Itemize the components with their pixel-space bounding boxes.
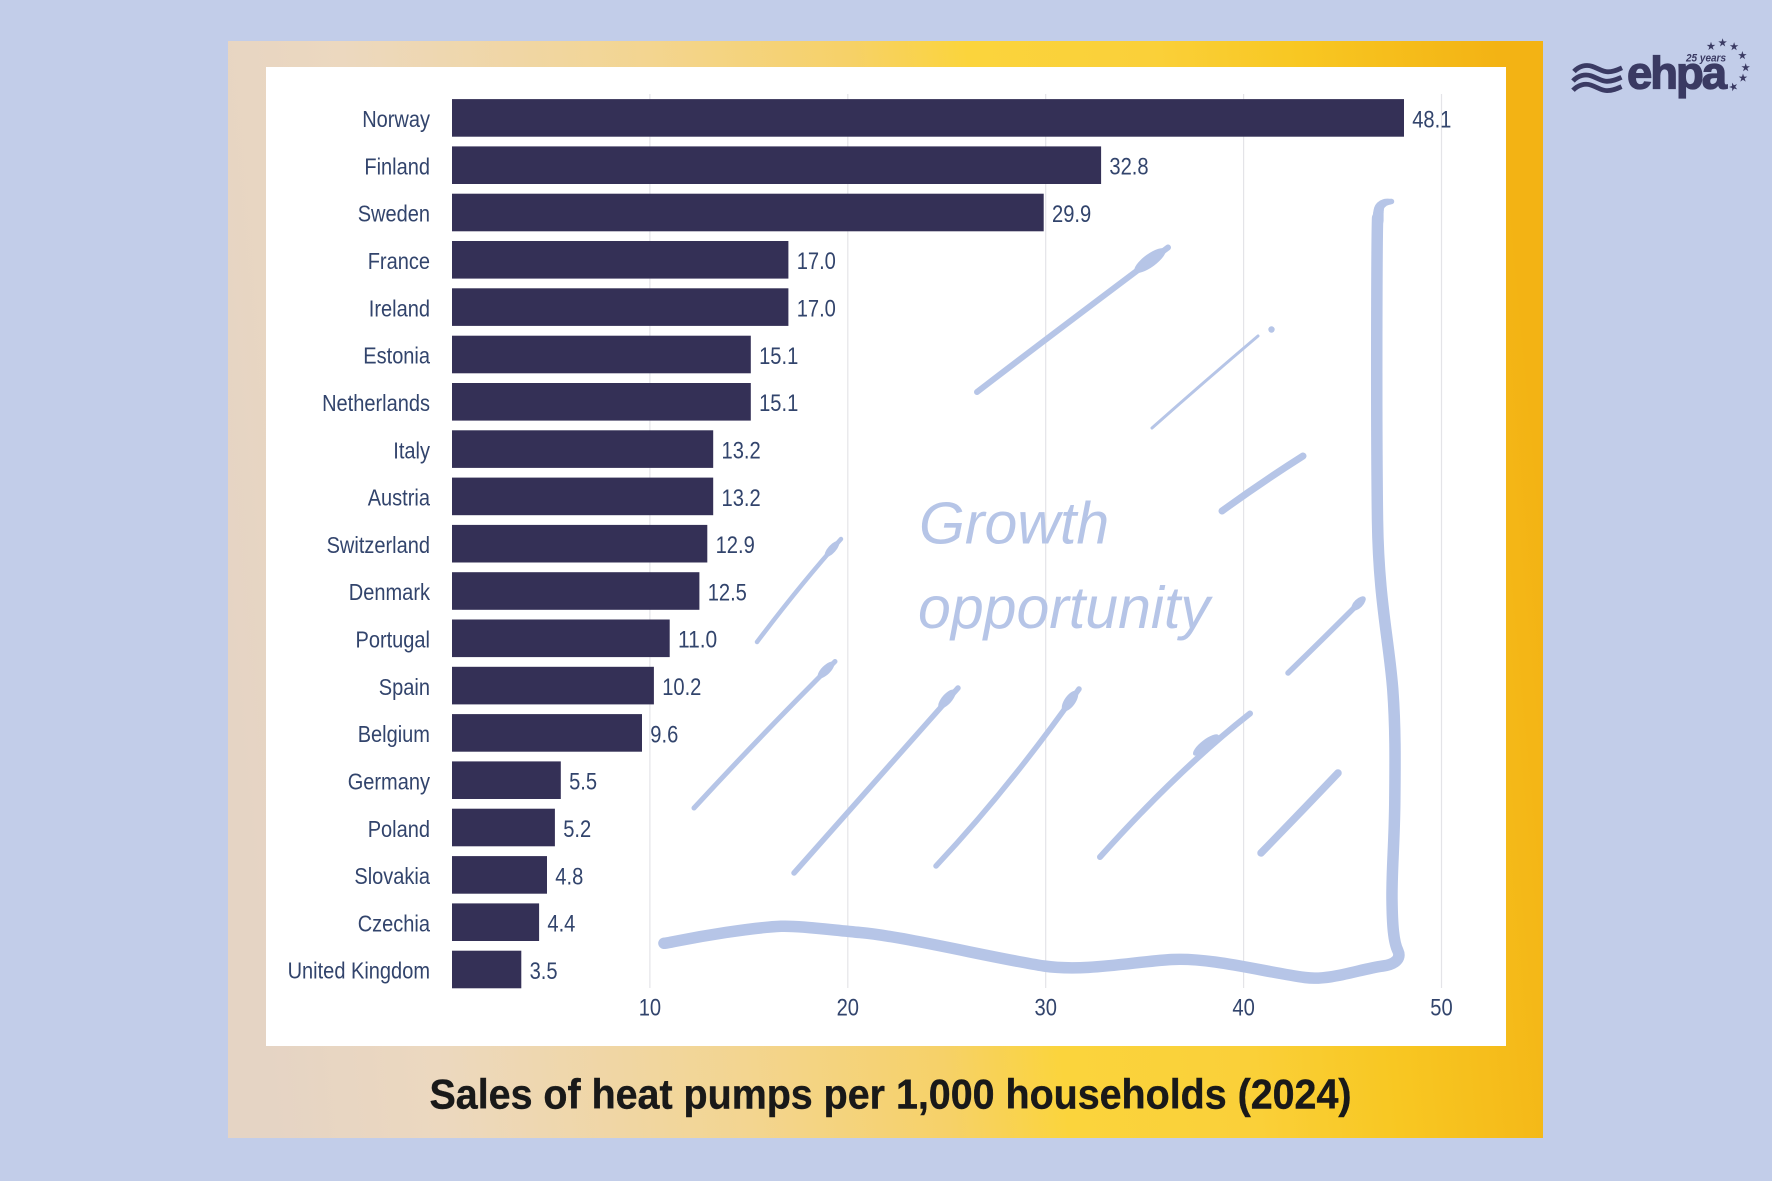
svg-text:20: 20 <box>837 995 859 1022</box>
svg-text:opportunity: opportunity <box>918 575 1213 641</box>
svg-text:Finland: Finland <box>364 153 430 179</box>
svg-text:Austria: Austria <box>368 485 430 511</box>
svg-text:Sales of heat pumps per 1,000: Sales of heat pumps per 1,000 households… <box>430 1071 1352 1118</box>
svg-text:Czechia: Czechia <box>358 910 430 936</box>
svg-text:40: 40 <box>1232 995 1254 1022</box>
svg-text:10.2: 10.2 <box>662 674 701 701</box>
svg-text:Estonia: Estonia <box>363 343 430 369</box>
svg-text:25 years: 25 years <box>1685 53 1726 65</box>
svg-text:15.1: 15.1 <box>759 343 798 370</box>
svg-text:Slovakia: Slovakia <box>354 863 430 889</box>
svg-text:France: France <box>368 248 430 274</box>
svg-text:12.5: 12.5 <box>708 579 747 606</box>
svg-text:48.1: 48.1 <box>1412 106 1451 133</box>
svg-text:29.9: 29.9 <box>1052 201 1091 228</box>
svg-text:Portugal: Portugal <box>356 627 431 653</box>
svg-text:5.5: 5.5 <box>569 769 597 796</box>
svg-text:12.9: 12.9 <box>716 532 755 559</box>
svg-text:13.2: 13.2 <box>722 438 761 465</box>
svg-text:5.2: 5.2 <box>563 816 591 843</box>
svg-text:Norway: Norway <box>362 106 430 132</box>
svg-text:Spain: Spain <box>379 674 430 700</box>
svg-text:Italy: Italy <box>393 437 430 463</box>
svg-text:4.4: 4.4 <box>547 911 575 938</box>
svg-text:Switzerland: Switzerland <box>327 532 430 558</box>
svg-text:ehpa: ehpa <box>1627 48 1728 99</box>
svg-text:30: 30 <box>1035 995 1057 1022</box>
svg-text:Poland: Poland <box>368 816 430 842</box>
svg-text:Ireland: Ireland <box>369 295 430 321</box>
svg-text:3.5: 3.5 <box>530 958 558 985</box>
svg-text:11.0: 11.0 <box>678 627 717 654</box>
svg-text:Denmark: Denmark <box>349 579 431 605</box>
svg-text:32.8: 32.8 <box>1109 154 1148 181</box>
svg-text:10: 10 <box>639 995 661 1022</box>
svg-text:50: 50 <box>1430 995 1452 1022</box>
svg-text:9.6: 9.6 <box>650 721 678 748</box>
svg-text:15.1: 15.1 <box>759 390 798 417</box>
svg-text:17.0: 17.0 <box>797 296 836 323</box>
svg-text:17.0: 17.0 <box>797 248 836 275</box>
svg-text:Sweden: Sweden <box>358 201 430 227</box>
svg-text:Germany: Germany <box>348 768 431 794</box>
svg-text:4.8: 4.8 <box>555 863 583 890</box>
svg-text:United Kingdom: United Kingdom <box>288 958 430 984</box>
svg-text:Netherlands: Netherlands <box>322 390 430 416</box>
svg-text:Belgium: Belgium <box>358 721 430 747</box>
svg-text:Growth: Growth <box>919 491 1109 557</box>
svg-text:13.2: 13.2 <box>722 485 761 512</box>
